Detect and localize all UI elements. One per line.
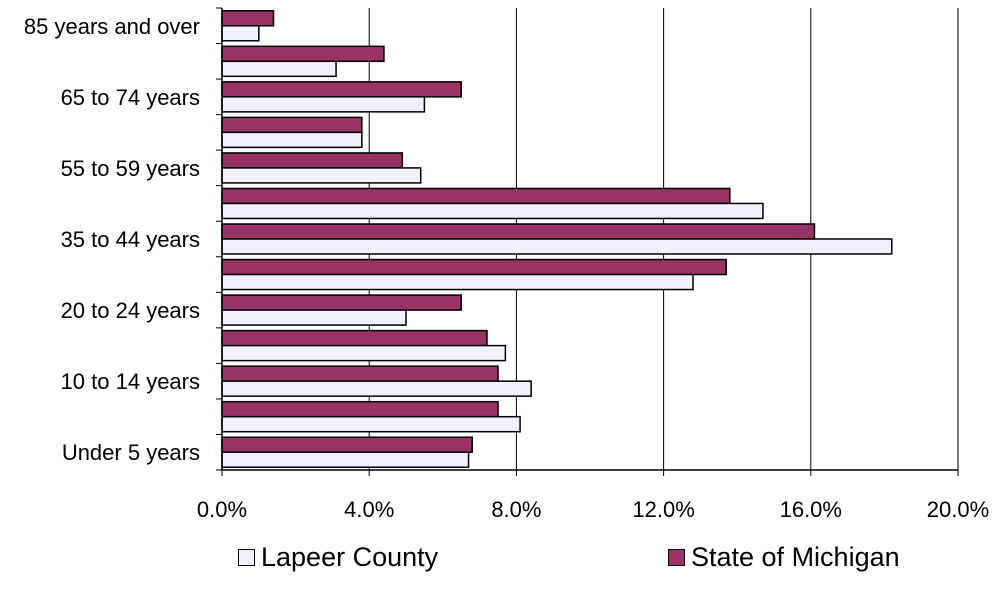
bar-lapeer-county-5-to-9-years (221, 415, 521, 433)
category-label-55-to-59-years: 55 to 59 years (61, 156, 200, 181)
category-label-85-years-and-over: 85 years and over (24, 14, 200, 39)
bar-state-of-michigan-60-to-64-years (221, 116, 363, 134)
bar-state-of-michigan-75-to-84-years (221, 45, 385, 63)
legend-swatch-state-of-michigan (668, 548, 685, 566)
bar-state-of-michigan-25-to-34-years (221, 258, 727, 276)
x-tick-label: 20.0% (927, 497, 989, 522)
bar-state-of-michigan-10-to-14-years (221, 365, 499, 382)
bar-state-of-michigan-55-to-59-years (221, 152, 404, 169)
bar-lapeer-county-85-years-and-over (221, 25, 260, 42)
bar-state-of-michigan-35-to-44-years (221, 223, 816, 240)
bar-lapeer-county-55-to-59-years (221, 167, 422, 184)
category-label-65-to-74-years: 65 to 74 years (61, 85, 200, 110)
bar-state-of-michigan-under-5-years (221, 436, 473, 453)
bar-state-of-michigan-5-to-9-years (221, 400, 499, 418)
bar-state-of-michigan-20-to-24-years (221, 294, 462, 311)
x-tick-label: 8.0% (491, 497, 541, 522)
legend-label-state-of-michigan: State of Michigan (691, 541, 900, 572)
bar-lapeer-county-15-to-19-years (221, 344, 507, 362)
bar-state-of-michigan-85-years-and-over (221, 10, 275, 27)
bar-lapeer-county-65-to-74-years (221, 96, 426, 113)
category-label-10-to-14-years: 10 to 14 years (61, 369, 200, 394)
bar-lapeer-county-75-to-84-years (221, 60, 337, 78)
x-tick-label: 16.0% (780, 497, 842, 522)
category-label-20-to-24-years: 20 to 24 years (61, 298, 200, 323)
bar-lapeer-county-25-to-34-years (221, 273, 694, 291)
legend-swatch-lapeer-county (238, 548, 255, 566)
bar-lapeer-county-20-to-24-years (221, 309, 407, 326)
legend-label-lapeer-county: Lapeer County (261, 541, 439, 572)
x-tick-label: 0.0% (197, 497, 247, 522)
x-tick-labels: 0.0% 4.0% 8.0% 12.0% 16.0% 20.0% (197, 497, 989, 522)
legend-item-state-of-michigan: State of Michigan (668, 537, 900, 577)
bar-lapeer-county-under-5-years (221, 451, 470, 468)
bar-state-of-michigan-15-to-19-years (221, 329, 488, 347)
x-tick-label: 12.0% (632, 497, 694, 522)
legend-item-lapeer-county: Lapeer County (238, 537, 438, 577)
x-tick-label: 4.0% (344, 497, 394, 522)
bar-lapeer-county-35-to-44-years (221, 238, 893, 255)
bar-state-of-michigan-65-to-74-years (221, 81, 462, 98)
bar-lapeer-county-45-to-54-years (221, 202, 764, 220)
category-labels: Under 5 years 10 to 14 years 20 to 24 year… (24, 14, 200, 465)
bars (221, 10, 893, 468)
bar-lapeer-county-60-to-64-years (221, 131, 363, 149)
bar-state-of-michigan-45-to-54-years (221, 187, 731, 205)
bar-lapeer-county-10-to-14-years (221, 380, 532, 397)
category-label-under-5-years: Under 5 years (62, 440, 200, 465)
category-label-35-to-44-years: 35 to 44 years (61, 227, 200, 252)
axes (216, 7, 959, 476)
